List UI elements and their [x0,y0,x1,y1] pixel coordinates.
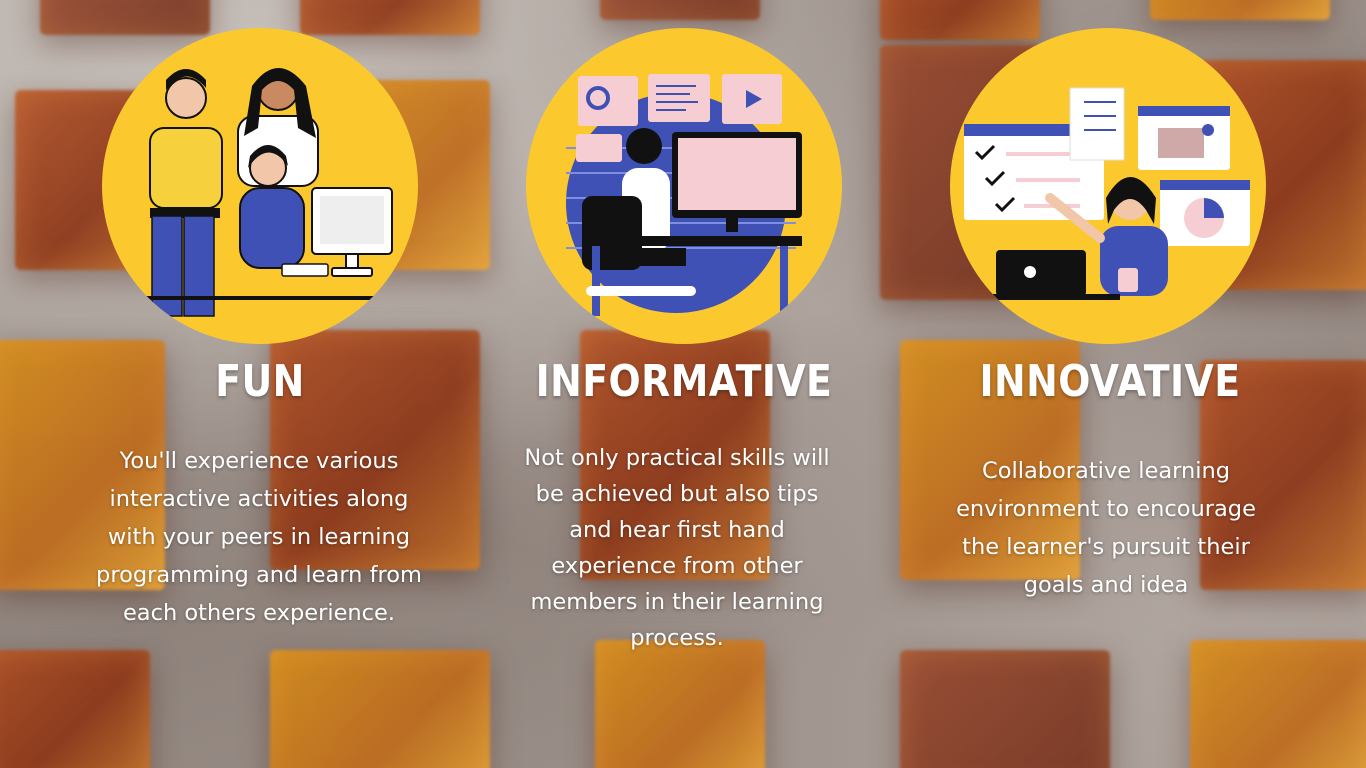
feature-description: You'll experience various interactive ac… [96,448,422,626]
feature-description: Collaborative learning environment to en… [956,458,1256,598]
person-at-computer-dashboard-illustration [526,28,842,344]
feature-description: Not only practical skills will be achiev… [524,445,830,651]
feature-column-informative: INFORMATIVE Not only practical skills wi… [466,0,886,768]
team-collaborating-illustration [102,28,418,344]
woman-with-laptop-checklist-illustration [950,28,1266,344]
feature-title: INFORMATIVE [535,356,833,407]
feature-title: INNOVATIVE [979,356,1241,407]
feature-title: FUN [215,356,305,407]
feature-column-fun: FUN You'll experience various interactiv… [50,0,470,768]
feature-column-innovative: INNOVATIVE Collaborative learning enviro… [898,0,1318,768]
